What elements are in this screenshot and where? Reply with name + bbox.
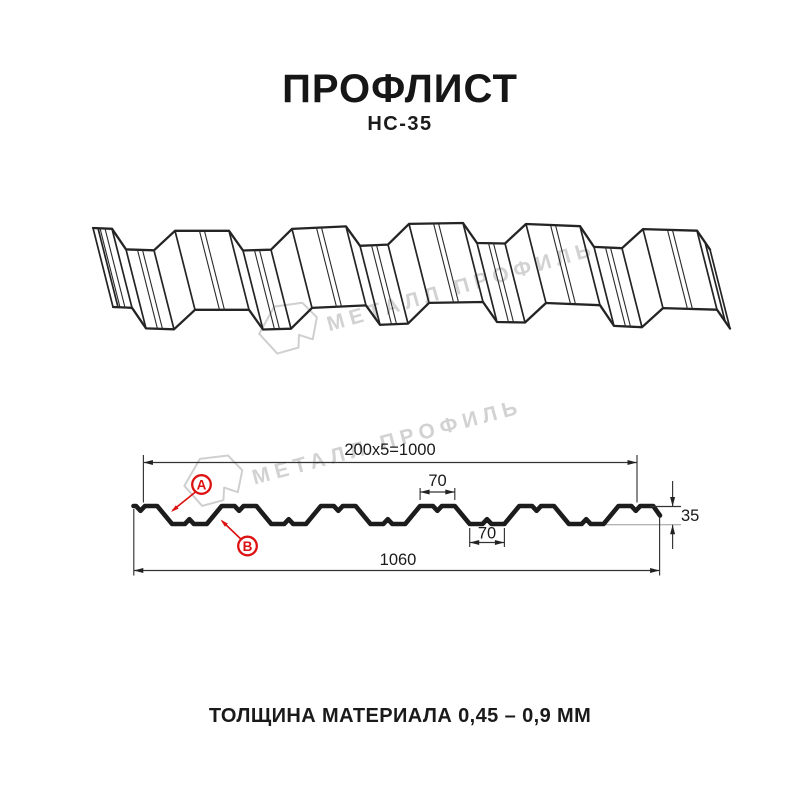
page-title: ПРОФЛИСТ <box>282 67 518 111</box>
material-thickness-note: ТОЛЩИНА МАТЕРИАЛА 0,45 – 0,9 ММ <box>208 705 592 727</box>
dim-profile-height: 35 <box>681 507 699 525</box>
profile-cross-section <box>131 503 663 527</box>
side-b-label: B <box>243 539 253 554</box>
brand-hexagon-logo-icon <box>258 301 318 355</box>
dim-coverage-width: 200x5=1000 <box>344 441 435 459</box>
dim-rib-top-width: 70 <box>428 472 446 490</box>
profile-model-label: НС-35 <box>367 113 433 135</box>
arrow-head-icon <box>171 505 179 512</box>
watermark-top: МЕТАЛЛ ПРОФИЛЬ <box>258 237 599 355</box>
profiled-sheet-3d-view <box>91 221 732 331</box>
side-a-annotation: A <box>171 474 212 512</box>
dim-overall-width: 1060 <box>380 551 417 569</box>
brand-hexagon-logo-icon <box>183 454 244 507</box>
side-b-annotation: B <box>220 519 258 557</box>
dimension-lines <box>133 455 681 576</box>
side-a-label: A <box>197 477 207 492</box>
dim-rib-bottom-width: 70 <box>478 525 496 543</box>
arrow-head-icon <box>220 519 228 527</box>
